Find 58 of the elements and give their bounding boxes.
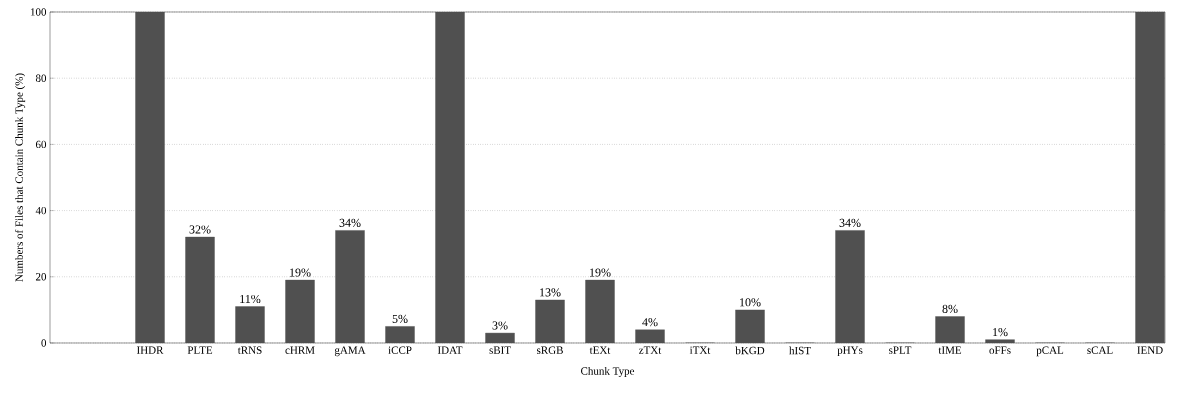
bar — [635, 329, 665, 343]
x-tick-label: gAMA — [334, 346, 366, 357]
data-label: 3% — [492, 321, 508, 330]
y-axis-title: Numbers of Files that Contain Chunk Type (%) — [15, 73, 26, 282]
bar — [935, 316, 965, 343]
data-label: 32% — [189, 225, 211, 234]
data-label: 10% — [740, 298, 761, 307]
bar — [1135, 12, 1165, 343]
x-tick-label: IEND — [1137, 346, 1163, 354]
bar — [835, 230, 865, 343]
x-tick-label: sPLT — [889, 346, 912, 354]
x-tick-label: iCCP — [388, 346, 412, 354]
data-label: 4% — [642, 318, 658, 327]
bar — [485, 332, 515, 343]
data-label: 34% — [339, 218, 361, 227]
x-tick-label: sCAL — [1087, 346, 1113, 354]
x-tick-label: hIST — [789, 346, 811, 355]
x-tick-label: sRGB — [537, 346, 563, 354]
bar — [235, 306, 265, 343]
bar — [585, 279, 615, 343]
data-label: 13% — [540, 288, 561, 297]
x-tick-label: oFFs — [989, 346, 1011, 354]
y-tick-label: 60 — [35, 140, 47, 149]
x-tick-label: tRNS — [237, 346, 262, 354]
x-tick-label: pHYs — [837, 346, 863, 357]
bar — [135, 12, 165, 343]
bar — [985, 339, 1015, 343]
x-tick-label: zTXt — [639, 346, 662, 354]
data-label: 11% — [240, 294, 261, 304]
y-tick-label: 0 — [41, 339, 47, 347]
data-label: 19% — [590, 268, 611, 277]
y-tick-label: 100 — [30, 8, 47, 16]
y-tick-label: 20 — [35, 273, 47, 281]
x-tick-label: IDAT — [437, 346, 463, 354]
x-tick-label: iTXt — [689, 346, 711, 354]
x-tick-label: tIME — [938, 346, 962, 354]
y-tick-label: 80 — [35, 74, 47, 82]
x-tick-label: tEXt — [589, 346, 611, 354]
x-tick-label: PLTE — [187, 346, 213, 354]
x-tick-label: sBIT — [489, 346, 511, 354]
bar — [735, 309, 765, 343]
bar — [335, 230, 365, 343]
data-label: 1% — [993, 328, 1008, 337]
x-tick-label: bKGD — [735, 346, 765, 355]
y-tick-label: 40 — [35, 206, 47, 215]
bar — [435, 12, 465, 343]
x-tick-label: pCAL — [1036, 346, 1064, 357]
data-label: 5% — [392, 314, 408, 323]
bar — [185, 236, 215, 343]
x-axis-title: Chunk Type — [581, 367, 635, 377]
bar — [535, 299, 565, 343]
data-label: 8% — [942, 304, 958, 313]
data-label: 19% — [290, 268, 311, 277]
x-tick-label: IHDR — [136, 346, 164, 354]
bar — [285, 279, 315, 343]
bar — [385, 326, 415, 343]
data-label: 34% — [839, 218, 861, 227]
x-tick-label: cHRM — [285, 346, 315, 354]
